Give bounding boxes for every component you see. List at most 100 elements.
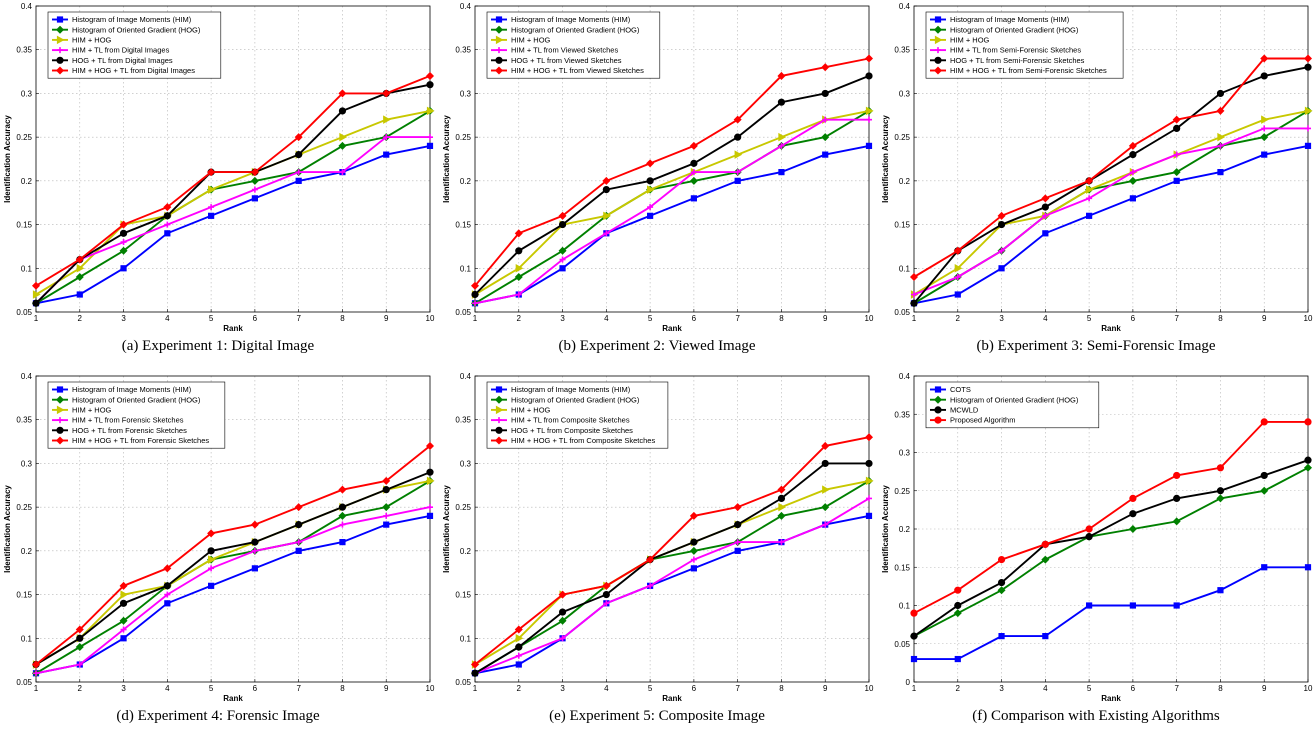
data-point xyxy=(998,265,1005,272)
data-point xyxy=(426,81,434,89)
data-point xyxy=(383,134,390,141)
legend-label: Histogram of Oriented Gradient (HOG) xyxy=(72,25,201,34)
legend-label: Histogram of Image Moments (HIM) xyxy=(72,15,192,24)
data-point xyxy=(909,273,919,282)
chart-panel-d: 1 2 3 4 5 6 7 8 9 10 0.05 0.1 0.15 0.2 0.25 0.3 0.35 0.4 R… xyxy=(0,370,436,740)
legend-label: Proposed Algorithm xyxy=(950,416,1015,425)
y-tick-label: 0.15 xyxy=(16,591,32,600)
legend-label: HIM + TL from Viewed Sketches xyxy=(511,46,618,55)
data-point xyxy=(910,299,918,307)
x-tick-label: 3 xyxy=(560,314,565,323)
legend-box xyxy=(47,11,222,79)
x-tick-label: 5 xyxy=(209,684,214,693)
data-point xyxy=(251,195,258,202)
legend: Histogram of Image Moments (HIM)Histogra… xyxy=(925,11,1124,79)
data-point xyxy=(690,565,697,572)
data-point xyxy=(295,169,302,176)
x-tick-label: 5 xyxy=(1087,314,1092,323)
data-point xyxy=(31,660,41,669)
data-point xyxy=(75,643,84,652)
series-line xyxy=(474,497,870,675)
y-tick-label: 0.4 xyxy=(21,372,33,381)
x-tick-label: 8 xyxy=(1218,684,1223,693)
data-point xyxy=(954,655,961,663)
chart-caption-d: (d) Experiment 4: Forensic Image xyxy=(116,708,320,724)
data-point xyxy=(163,564,172,573)
data-point xyxy=(558,211,567,220)
y-tick-label: 0.3 xyxy=(899,89,911,98)
data-point xyxy=(1304,63,1312,71)
data-point xyxy=(954,586,962,594)
data-point xyxy=(382,486,390,494)
data-point xyxy=(646,555,655,564)
data-point xyxy=(689,176,698,185)
y-tick-label: 0.35 xyxy=(16,46,32,55)
data-point xyxy=(821,89,829,98)
data-point xyxy=(997,586,1006,595)
data-point xyxy=(602,186,610,194)
legend-label: HIM + TL from Digital Images xyxy=(72,46,170,55)
series-2 xyxy=(910,456,1312,640)
legend-marker xyxy=(56,35,65,45)
data-point xyxy=(75,625,84,634)
data-point xyxy=(1260,72,1268,80)
data-point xyxy=(647,212,654,219)
legend-label: Histogram of Oriented Gradient (HOG) xyxy=(950,395,1079,404)
x-tick-label: 2 xyxy=(956,684,961,693)
data-point xyxy=(1260,471,1268,480)
data-point xyxy=(163,203,172,212)
y-tick-label: 0.4 xyxy=(460,2,472,11)
series-line xyxy=(913,466,1309,637)
y-tick-label: 0.35 xyxy=(894,46,910,55)
data-point xyxy=(998,247,1005,254)
y-axis-label: Identification Accuracy xyxy=(881,485,890,573)
data-point xyxy=(864,54,874,63)
x-tick-label: 10 xyxy=(1304,684,1313,693)
legend: Histogram of Image Moments (HIM)Histogra… xyxy=(47,11,222,79)
legend-label: HIM + TL from Semi-Forensic Sketches xyxy=(950,46,1081,55)
data-point xyxy=(425,441,435,450)
y-tick-label: 0.3 xyxy=(460,459,472,468)
series-line xyxy=(913,57,1308,278)
data-point xyxy=(821,459,829,468)
x-tick-label: 1 xyxy=(912,684,917,693)
data-point xyxy=(120,265,127,272)
legend-marker xyxy=(933,66,943,75)
series-4 xyxy=(32,468,434,669)
x-tick-label: 2 xyxy=(956,314,961,323)
legend-marker xyxy=(55,25,65,34)
data-point xyxy=(32,290,41,299)
data-point xyxy=(734,169,741,176)
data-point xyxy=(558,616,567,625)
data-point xyxy=(426,476,435,486)
data-point xyxy=(1085,176,1094,185)
legend-marker xyxy=(495,405,504,415)
chart-caption-e: (e) Experiment 5: Composite Image xyxy=(549,708,765,724)
y-tick-label: 0.3 xyxy=(460,89,472,98)
legend-marker xyxy=(55,436,65,445)
legend-label: Histogram of Image Moments (HIM) xyxy=(511,15,631,24)
legend-marker xyxy=(934,56,942,64)
legend-label: HIM + HOG xyxy=(511,406,551,415)
data-point xyxy=(1041,194,1050,203)
y-tick-label: 0.25 xyxy=(455,503,471,512)
data-point xyxy=(690,195,697,202)
x-tick-label: 1 xyxy=(34,684,39,693)
data-point xyxy=(997,220,1006,229)
x-tick-label: 8 xyxy=(779,314,784,323)
data-point xyxy=(734,547,741,554)
data-point xyxy=(734,521,742,529)
x-tick-label: 6 xyxy=(253,314,258,323)
data-point xyxy=(1216,89,1225,98)
legend-box xyxy=(925,11,1124,79)
data-point xyxy=(1129,494,1137,502)
data-point xyxy=(603,230,610,237)
y-axis-label: Identification Accuracy xyxy=(3,485,12,573)
x-tick-label: 10 xyxy=(1304,314,1313,323)
data-point xyxy=(734,177,741,184)
data-point xyxy=(866,116,872,123)
data-point xyxy=(251,565,258,572)
series-line xyxy=(913,459,1309,637)
data-point xyxy=(1260,133,1269,142)
data-point xyxy=(1129,510,1137,518)
